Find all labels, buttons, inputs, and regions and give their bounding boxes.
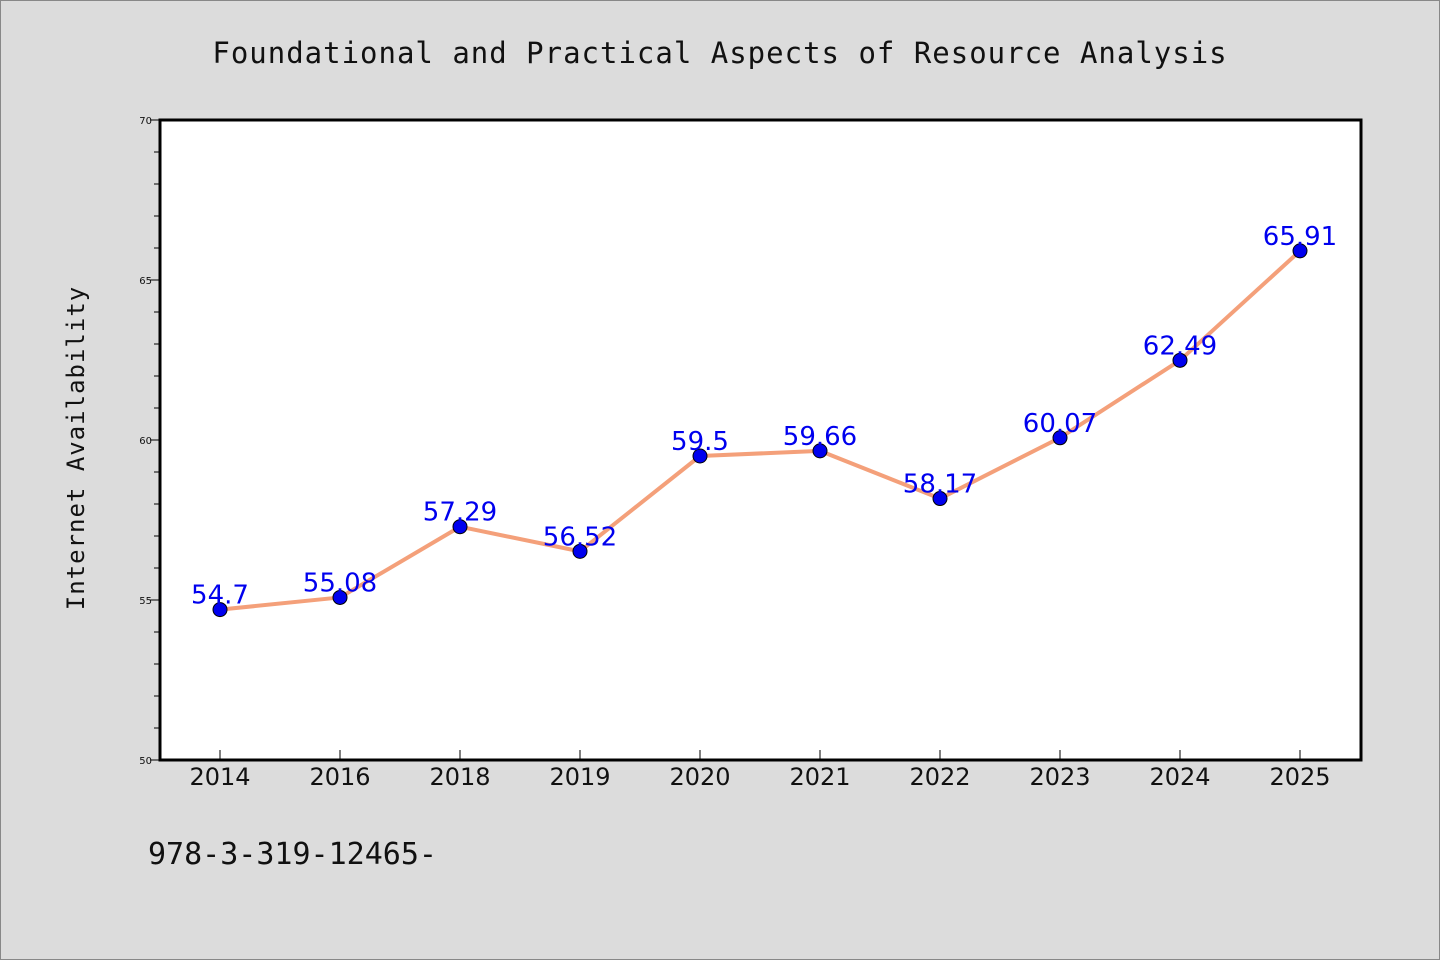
data-label: 65.91: [1263, 222, 1337, 252]
data-point: [932, 491, 948, 507]
x-tick-label: 2019: [549, 763, 610, 791]
chart-title: Foundational and Practical Aspects of Re…: [212, 36, 1227, 70]
data-point: [332, 589, 348, 605]
data-point: [692, 448, 708, 464]
y-tick-label: 70: [139, 116, 152, 127]
data-point: [452, 519, 468, 535]
x-tick-label: 2018: [429, 763, 490, 791]
data-point: [1172, 352, 1188, 368]
data-point: [212, 602, 228, 618]
x-tick-label: 2022: [909, 763, 970, 791]
data-label: 56.52: [543, 522, 617, 552]
data-label: 57.29: [423, 498, 497, 528]
plot-area: [158, 118, 1363, 762]
x-tick-label: 2014: [189, 763, 250, 791]
data-point: [1292, 243, 1308, 259]
data-label: 55.08: [303, 568, 377, 598]
footer-code: 978-3-319-12465-: [148, 837, 437, 872]
data-label: 62.49: [1143, 331, 1217, 361]
data-label: 60.07: [1023, 409, 1097, 439]
y-tick-label: 65: [139, 276, 152, 287]
y-tick-label: 60: [139, 436, 152, 447]
data-label: 58.17: [903, 470, 977, 500]
y-tick-label: 50: [139, 756, 152, 767]
data-label: 54.7: [191, 581, 249, 611]
y-axis-label: Internet Availability: [62, 286, 90, 610]
x-axis-ticks: 2014 2016 2018 2019 2020 2021 2022 2023 2024 2025: [189, 750, 1331, 791]
x-tick-label: 2023: [1029, 763, 1090, 791]
data-label: 59.66: [783, 422, 857, 452]
x-tick-label: 2025: [1269, 763, 1330, 791]
data-point: [572, 543, 588, 559]
data-point: [1052, 430, 1068, 446]
y-axis-ticks: 50 55 60 65 70: [139, 116, 160, 767]
y-tick-label: 55: [139, 596, 152, 607]
series-layer: 54.7 55.08 57.29 56.52 59.5 59.66 58.17 60.07 62…: [191, 222, 1337, 618]
x-tick-label: 2024: [1149, 763, 1210, 791]
series-line: [219, 249, 1302, 612]
data-label: 59.5: [671, 427, 729, 457]
x-tick-label: 2021: [789, 763, 850, 791]
x-tick-label: 2020: [669, 763, 730, 791]
x-tick-label: 2016: [309, 763, 370, 791]
data-point: [812, 443, 828, 459]
